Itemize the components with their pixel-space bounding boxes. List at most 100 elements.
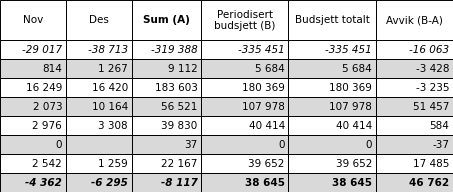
Bar bbox=[66, 40, 132, 59]
Text: -3 235: -3 235 bbox=[416, 83, 449, 93]
Bar bbox=[66, 59, 132, 78]
Bar bbox=[0, 135, 66, 154]
Bar bbox=[66, 135, 132, 154]
Bar bbox=[289, 154, 376, 173]
Bar bbox=[0, 173, 66, 192]
Text: -8 117: -8 117 bbox=[161, 178, 198, 188]
Bar bbox=[0, 78, 66, 97]
Text: -6 295: -6 295 bbox=[91, 178, 128, 188]
Bar bbox=[132, 59, 201, 78]
Text: 38 645: 38 645 bbox=[332, 178, 372, 188]
Bar bbox=[376, 40, 453, 59]
Bar bbox=[289, 173, 376, 192]
Text: 1 267: 1 267 bbox=[98, 64, 128, 74]
Bar bbox=[289, 135, 376, 154]
Text: 0: 0 bbox=[56, 140, 62, 150]
Bar bbox=[201, 154, 289, 173]
Text: Periodisert
budsjett (B): Periodisert budsjett (B) bbox=[214, 10, 275, 31]
Bar bbox=[289, 116, 376, 135]
Text: 37: 37 bbox=[184, 140, 198, 150]
Text: 180 369: 180 369 bbox=[329, 83, 372, 93]
Bar bbox=[66, 0, 132, 40]
Text: Avvik (B-A): Avvik (B-A) bbox=[386, 15, 443, 25]
Text: 180 369: 180 369 bbox=[242, 83, 285, 93]
Text: -335 451: -335 451 bbox=[238, 45, 285, 55]
Text: 0: 0 bbox=[278, 140, 285, 150]
Text: -4 362: -4 362 bbox=[25, 178, 62, 188]
Bar bbox=[376, 116, 453, 135]
Text: 183 603: 183 603 bbox=[155, 83, 198, 93]
Bar bbox=[132, 116, 201, 135]
Bar bbox=[66, 154, 132, 173]
Bar bbox=[376, 173, 453, 192]
Text: 16 420: 16 420 bbox=[92, 83, 128, 93]
Bar bbox=[132, 78, 201, 97]
Text: 56 521: 56 521 bbox=[161, 102, 198, 112]
Text: 107 978: 107 978 bbox=[242, 102, 285, 112]
Bar bbox=[201, 0, 289, 40]
Text: 2 976: 2 976 bbox=[33, 121, 62, 131]
Bar bbox=[0, 97, 66, 116]
Text: -38 713: -38 713 bbox=[88, 45, 128, 55]
Bar bbox=[66, 97, 132, 116]
Bar bbox=[201, 59, 289, 78]
Text: 5 684: 5 684 bbox=[342, 64, 372, 74]
Text: 22 167: 22 167 bbox=[161, 159, 198, 169]
Bar bbox=[0, 154, 66, 173]
Text: 2 073: 2 073 bbox=[33, 102, 62, 112]
Text: 16 249: 16 249 bbox=[26, 83, 62, 93]
Bar bbox=[201, 135, 289, 154]
Bar bbox=[132, 40, 201, 59]
Bar bbox=[376, 135, 453, 154]
Bar bbox=[201, 78, 289, 97]
Bar bbox=[66, 116, 132, 135]
Text: 5 684: 5 684 bbox=[255, 64, 285, 74]
Text: 584: 584 bbox=[429, 121, 449, 131]
Text: 3 308: 3 308 bbox=[98, 121, 128, 131]
Bar bbox=[376, 0, 453, 40]
Text: 39 652: 39 652 bbox=[248, 159, 285, 169]
Bar bbox=[289, 78, 376, 97]
Bar bbox=[289, 40, 376, 59]
Bar bbox=[0, 59, 66, 78]
Text: -29 017: -29 017 bbox=[22, 45, 62, 55]
Bar bbox=[132, 0, 201, 40]
Bar bbox=[289, 59, 376, 78]
Bar bbox=[376, 154, 453, 173]
Bar bbox=[376, 97, 453, 116]
Text: Budsjett totalt: Budsjett totalt bbox=[294, 15, 370, 25]
Text: 40 414: 40 414 bbox=[249, 121, 285, 131]
Bar bbox=[66, 173, 132, 192]
Text: 814: 814 bbox=[42, 64, 62, 74]
Text: 46 762: 46 762 bbox=[409, 178, 449, 188]
Bar bbox=[66, 78, 132, 97]
Text: -335 451: -335 451 bbox=[325, 45, 372, 55]
Text: -3 428: -3 428 bbox=[416, 64, 449, 74]
Bar bbox=[289, 97, 376, 116]
Bar bbox=[289, 0, 376, 40]
Text: -319 388: -319 388 bbox=[151, 45, 198, 55]
Text: 1 259: 1 259 bbox=[98, 159, 128, 169]
Text: 17 485: 17 485 bbox=[413, 159, 449, 169]
Text: 0: 0 bbox=[366, 140, 372, 150]
Bar bbox=[376, 78, 453, 97]
Bar bbox=[0, 116, 66, 135]
Text: 107 978: 107 978 bbox=[329, 102, 372, 112]
Text: 39 652: 39 652 bbox=[336, 159, 372, 169]
Text: 10 164: 10 164 bbox=[92, 102, 128, 112]
Text: Nov: Nov bbox=[23, 15, 43, 25]
Text: Des: Des bbox=[89, 15, 109, 25]
Bar bbox=[0, 40, 66, 59]
Text: 51 457: 51 457 bbox=[413, 102, 449, 112]
Bar bbox=[201, 40, 289, 59]
Text: 38 645: 38 645 bbox=[245, 178, 285, 188]
Bar bbox=[201, 97, 289, 116]
Bar bbox=[132, 173, 201, 192]
Text: 9 112: 9 112 bbox=[168, 64, 198, 74]
Text: 39 830: 39 830 bbox=[161, 121, 198, 131]
Bar bbox=[376, 59, 453, 78]
Bar bbox=[0, 0, 66, 40]
Text: -37: -37 bbox=[432, 140, 449, 150]
Text: Sum (A): Sum (A) bbox=[143, 15, 190, 25]
Bar bbox=[201, 116, 289, 135]
